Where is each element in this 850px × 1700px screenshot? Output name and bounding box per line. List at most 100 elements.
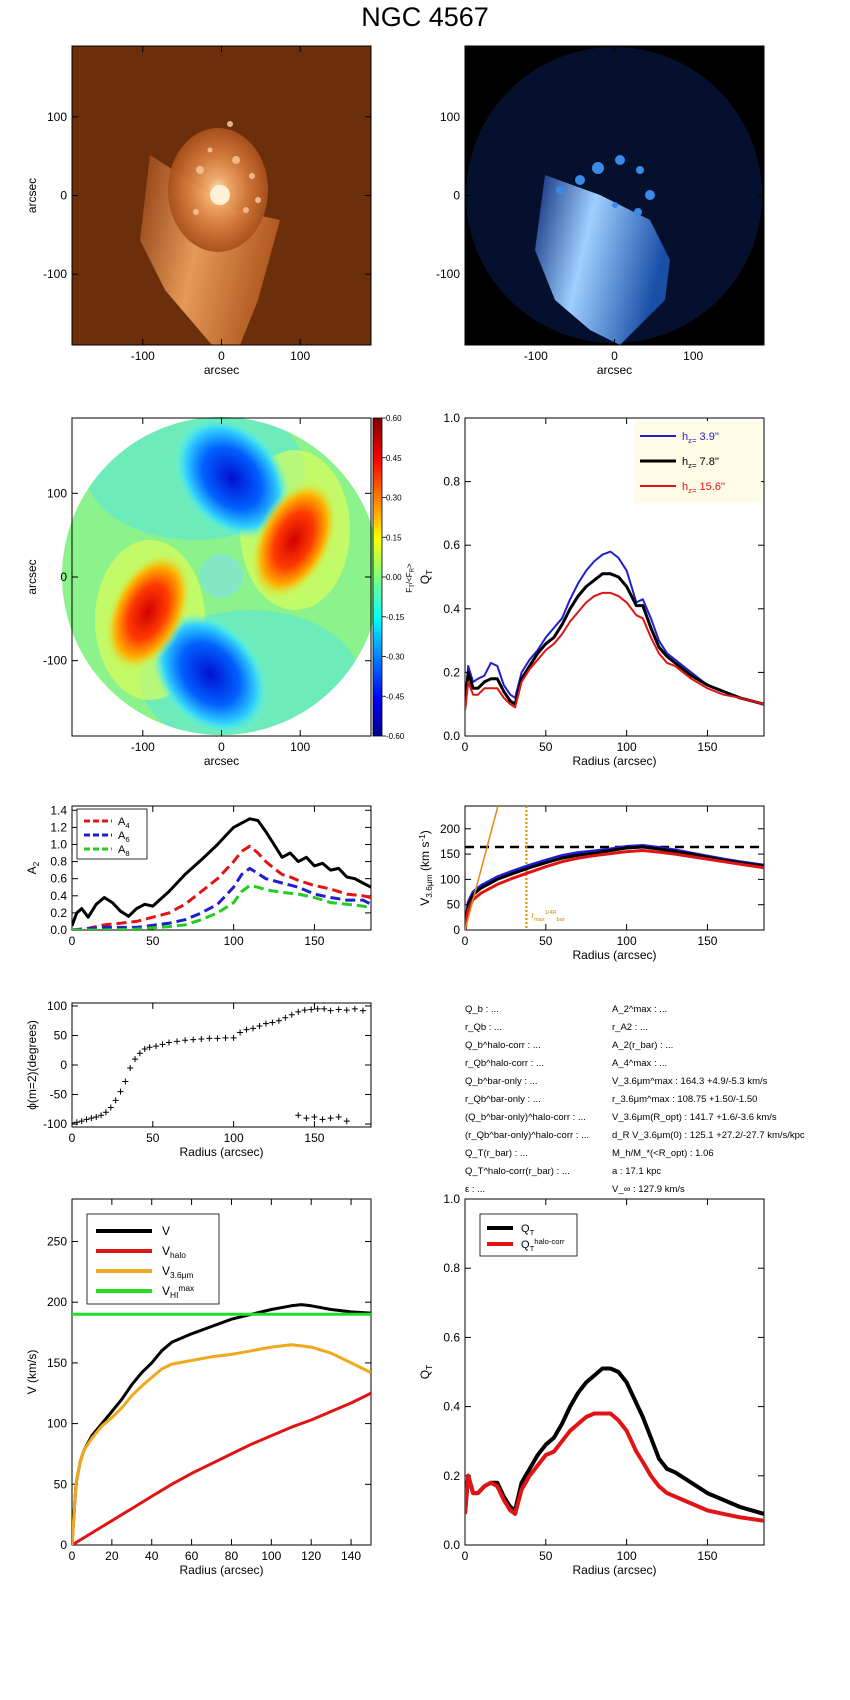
image_residual-xtick-label: 0 bbox=[611, 349, 618, 363]
param-left-10: ε : ... bbox=[465, 1184, 485, 1195]
phase-point bbox=[262, 1020, 269, 1027]
decomposition-ytick-label: 150 bbox=[47, 1356, 67, 1370]
param-right-6: V_3.6μm(R_opt) : 141.7 +1.6/-3.6 km/s bbox=[612, 1112, 777, 1123]
phase-point bbox=[146, 1044, 153, 1051]
qt_halo-xtick-label: 150 bbox=[697, 1549, 717, 1563]
qt_halo-ytick-label: 0.2 bbox=[443, 1469, 460, 1483]
image_residual-xlabel: arcsec bbox=[597, 363, 632, 377]
a2_profile-xtick-label: 50 bbox=[146, 934, 160, 948]
decomposition-xtick-label: 40 bbox=[145, 1549, 159, 1563]
phase-point bbox=[165, 1039, 172, 1046]
colorbar-tick-label: 0.15 bbox=[386, 533, 402, 542]
rotation_curve-xlabel: Radius (arcsec) bbox=[572, 948, 656, 962]
decomposition-ytick-label: 100 bbox=[47, 1417, 67, 1431]
phase-point bbox=[321, 1005, 328, 1012]
panel-qt-profile: 0 50 100 150 0.0 0.2 0.4 0.6 0.8 1.0 Radius (arcse… bbox=[418, 411, 765, 768]
qt_halo-ylabel: QT bbox=[418, 1365, 434, 1379]
param-left-4: Q_b^bar-only : ... bbox=[465, 1076, 538, 1087]
phase-point bbox=[78, 1118, 85, 1125]
force-map-colorbar-label: FT/<FR> bbox=[405, 563, 416, 593]
decomposition-xlabel: Radius (arcsec) bbox=[179, 1563, 263, 1577]
force-map-colorbar-ticks: 0.60 0.45 0.30 0.15 0.00 -0.15 -0.30 -0.45 -0.60 bbox=[382, 414, 405, 741]
phase_profile-xtick-label: 0 bbox=[69, 1131, 76, 1145]
decomposition-legend-label: V3.6μm bbox=[162, 1264, 193, 1280]
force-map-blue-lobe-lower bbox=[151, 612, 269, 735]
phase-point bbox=[206, 1035, 213, 1042]
param-right-5: r_3.6μm^max : 108.75 +1.50/-1.50 bbox=[612, 1094, 757, 1105]
axes-image-residual: -100 0 100 -100 0 100 arcsec bbox=[436, 45, 765, 377]
phase-point bbox=[182, 1037, 189, 1044]
image_residual-xtick-label: -100 bbox=[524, 349, 548, 363]
panel-force-map: 0.60 0.45 0.30 0.15 0.00 -0.15 -0.30 -0.45 -0.60… bbox=[62, 414, 416, 741]
qt-series-line bbox=[465, 572, 764, 708]
colorbar-tick-label: 0.60 bbox=[386, 414, 402, 423]
a2_profile-xtick-label: 150 bbox=[304, 934, 324, 948]
colorbar-tick-label: -0.15 bbox=[386, 613, 405, 622]
phase-point bbox=[102, 1109, 109, 1116]
phase_profile-ytick-label: 50 bbox=[54, 1028, 68, 1042]
qt_halo-ytick-label: 1.0 bbox=[443, 1192, 460, 1206]
phase-point bbox=[343, 1118, 350, 1125]
a2_profile-xtick-label: 0 bbox=[69, 934, 76, 948]
panel-qt-halo: 0 50 100 150 0.0 0.2 0.4 0.6 0.8 1.0 Radius (arcse… bbox=[418, 1192, 765, 1577]
phase_profile-ytick-label: 100 bbox=[47, 999, 67, 1013]
phase-point bbox=[88, 1115, 95, 1122]
qt_halo-xtick-label: 0 bbox=[462, 1549, 469, 1563]
phase-point bbox=[159, 1041, 166, 1048]
qt_profile-ytick-label: 1.0 bbox=[443, 411, 460, 425]
qt_profile-ytick-label: 0.8 bbox=[443, 475, 460, 489]
axes-force-map: -100 0 100 -100 0 100 arcsec arcsec bbox=[25, 417, 372, 768]
phase-point bbox=[93, 1113, 100, 1120]
decomposition-xtick-label: 100 bbox=[261, 1549, 281, 1563]
phase-point bbox=[314, 1005, 321, 1012]
phase_profile-xtick-label: 150 bbox=[304, 1131, 324, 1145]
phase-point bbox=[288, 1011, 295, 1018]
colorbar-tick-label: -0.45 bbox=[386, 692, 405, 701]
force-map-red-lobe-right bbox=[250, 479, 338, 601]
phase-point bbox=[153, 1043, 160, 1050]
qt_profile-ylabel: QT bbox=[418, 570, 434, 584]
rotation_curve-ytick-label: 0 bbox=[453, 923, 460, 937]
image_light-xtick-label: 100 bbox=[290, 349, 310, 363]
decomposition-series-line bbox=[72, 1343, 371, 1545]
force_map-xtick-label: 0 bbox=[218, 740, 225, 754]
qt_profile-xtick-label: 50 bbox=[539, 740, 553, 754]
rotation_curve-ylabel: V3.6μm (km s-1) bbox=[417, 830, 434, 906]
image_light-ytick-label: 100 bbox=[47, 110, 67, 124]
qt_profile-ytick-label: 0.0 bbox=[443, 729, 460, 743]
a2-series-line bbox=[72, 866, 371, 930]
phase-point bbox=[311, 1113, 318, 1120]
qt-series-line bbox=[465, 550, 764, 706]
figure-title: NGC 4567 bbox=[361, 2, 489, 32]
decomposition-series-line bbox=[72, 1303, 371, 1545]
qt-legend-label: hz= 15.6'' bbox=[682, 481, 725, 495]
force_map-xlabel: arcsec bbox=[204, 754, 239, 768]
param-left-7: (r_Qb^bar-only)^halo-corr : ... bbox=[465, 1130, 589, 1141]
colorbar-tick-label: -0.60 bbox=[386, 732, 405, 741]
image_residual-ytick-label: -100 bbox=[436, 267, 460, 281]
qt-halo-series-line bbox=[465, 1366, 764, 1516]
rotation_curve-ytick-label: 100 bbox=[440, 872, 460, 886]
a2-legend-label: A4 bbox=[118, 816, 130, 830]
phase-point bbox=[83, 1116, 90, 1123]
rotation_curve-frame bbox=[464, 805, 765, 931]
param-left-8: Q_T(r_bar) : ... bbox=[465, 1148, 528, 1159]
qt_halo-frame bbox=[464, 1198, 765, 1546]
a2_profile-ytick-label: 0.0 bbox=[50, 923, 67, 937]
param-right-10: V_∞ : 127.9 km/s bbox=[612, 1184, 685, 1195]
image_light-xtick-label: -100 bbox=[131, 349, 155, 363]
a2-series-line bbox=[72, 817, 371, 927]
phase-point bbox=[107, 1104, 114, 1111]
phase_profile-xtick-label: 100 bbox=[224, 1131, 244, 1145]
param-right-7: d_R V_3.6μm(0) : 125.1 +27.2/-27.7 km/s/… bbox=[612, 1130, 805, 1141]
phase-point bbox=[335, 1113, 342, 1120]
param-left-6: (Q_b^bar-only)^halo-corr : ... bbox=[465, 1112, 586, 1123]
force_map-ytick-label: -100 bbox=[43, 654, 67, 668]
qt_profile-xtick-label: 150 bbox=[697, 740, 717, 754]
force_map-xtick-label: -100 bbox=[131, 740, 155, 754]
a2_profile-xtick-label: 100 bbox=[224, 934, 244, 948]
colorbar-tick-label: 0.45 bbox=[386, 454, 402, 463]
decomposition-ytick-label: 0 bbox=[60, 1538, 67, 1552]
phase-point bbox=[214, 1035, 221, 1042]
qt-halo-legend-box bbox=[479, 1213, 578, 1257]
